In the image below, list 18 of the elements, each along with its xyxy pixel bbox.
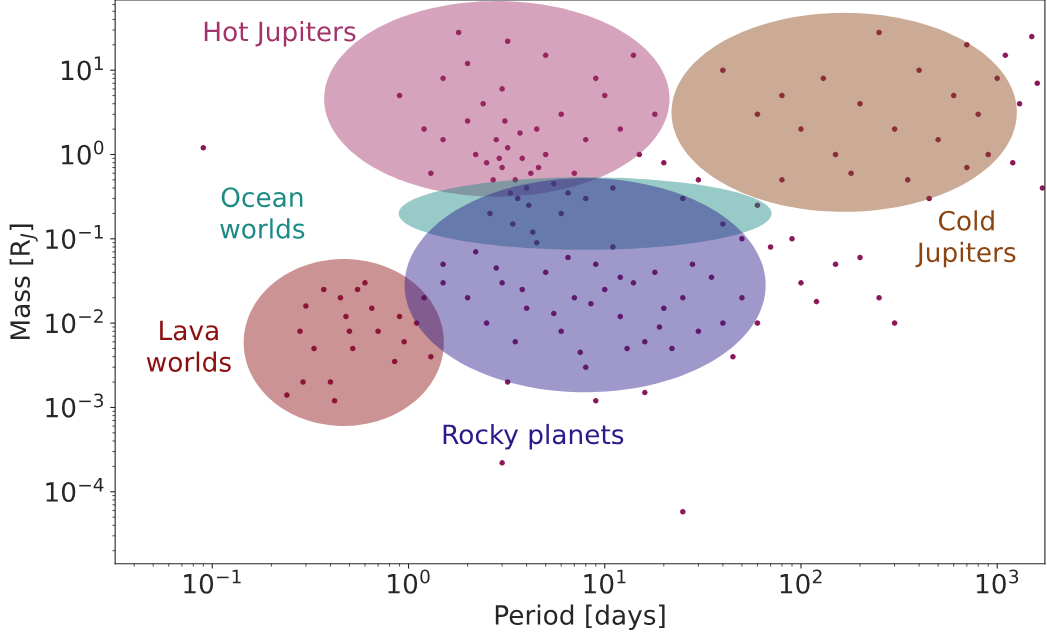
y-tick-label: 10$^{1}$ bbox=[61, 56, 103, 81]
x-tick-label: 10$^{2}$ bbox=[780, 569, 822, 594]
x-tick-label: 10$^{0}$ bbox=[388, 569, 430, 594]
y-tick-label: 10$^{0}$ bbox=[61, 140, 104, 165]
x-axis-title: Period [days] bbox=[495, 604, 665, 631]
x-tick-label: 10$^{−1}$ bbox=[184, 569, 241, 594]
annotation: Ocean worlds bbox=[220, 187, 305, 239]
annotation: Lava worlds bbox=[146, 320, 231, 372]
x-tick-label: 10$^{3}$ bbox=[976, 569, 1019, 594]
y-tick-label: 10$^{−2}$ bbox=[46, 309, 103, 334]
annotation: Rocky planets bbox=[443, 423, 624, 450]
y-tick-label: 10$^{−4}$ bbox=[46, 478, 104, 502]
annotation: Cold Jupiters bbox=[915, 210, 1016, 268]
y-tick-label: 10$^{−3}$ bbox=[46, 393, 104, 418]
annotation: Hot Jupiters bbox=[204, 21, 356, 47]
x-tick-label: 10$^{1}$ bbox=[584, 569, 626, 594]
y-axis-title: Mass [R$_{J}$] bbox=[9, 224, 38, 340]
y-tick-label: 10$^{−1}$ bbox=[46, 225, 103, 250]
